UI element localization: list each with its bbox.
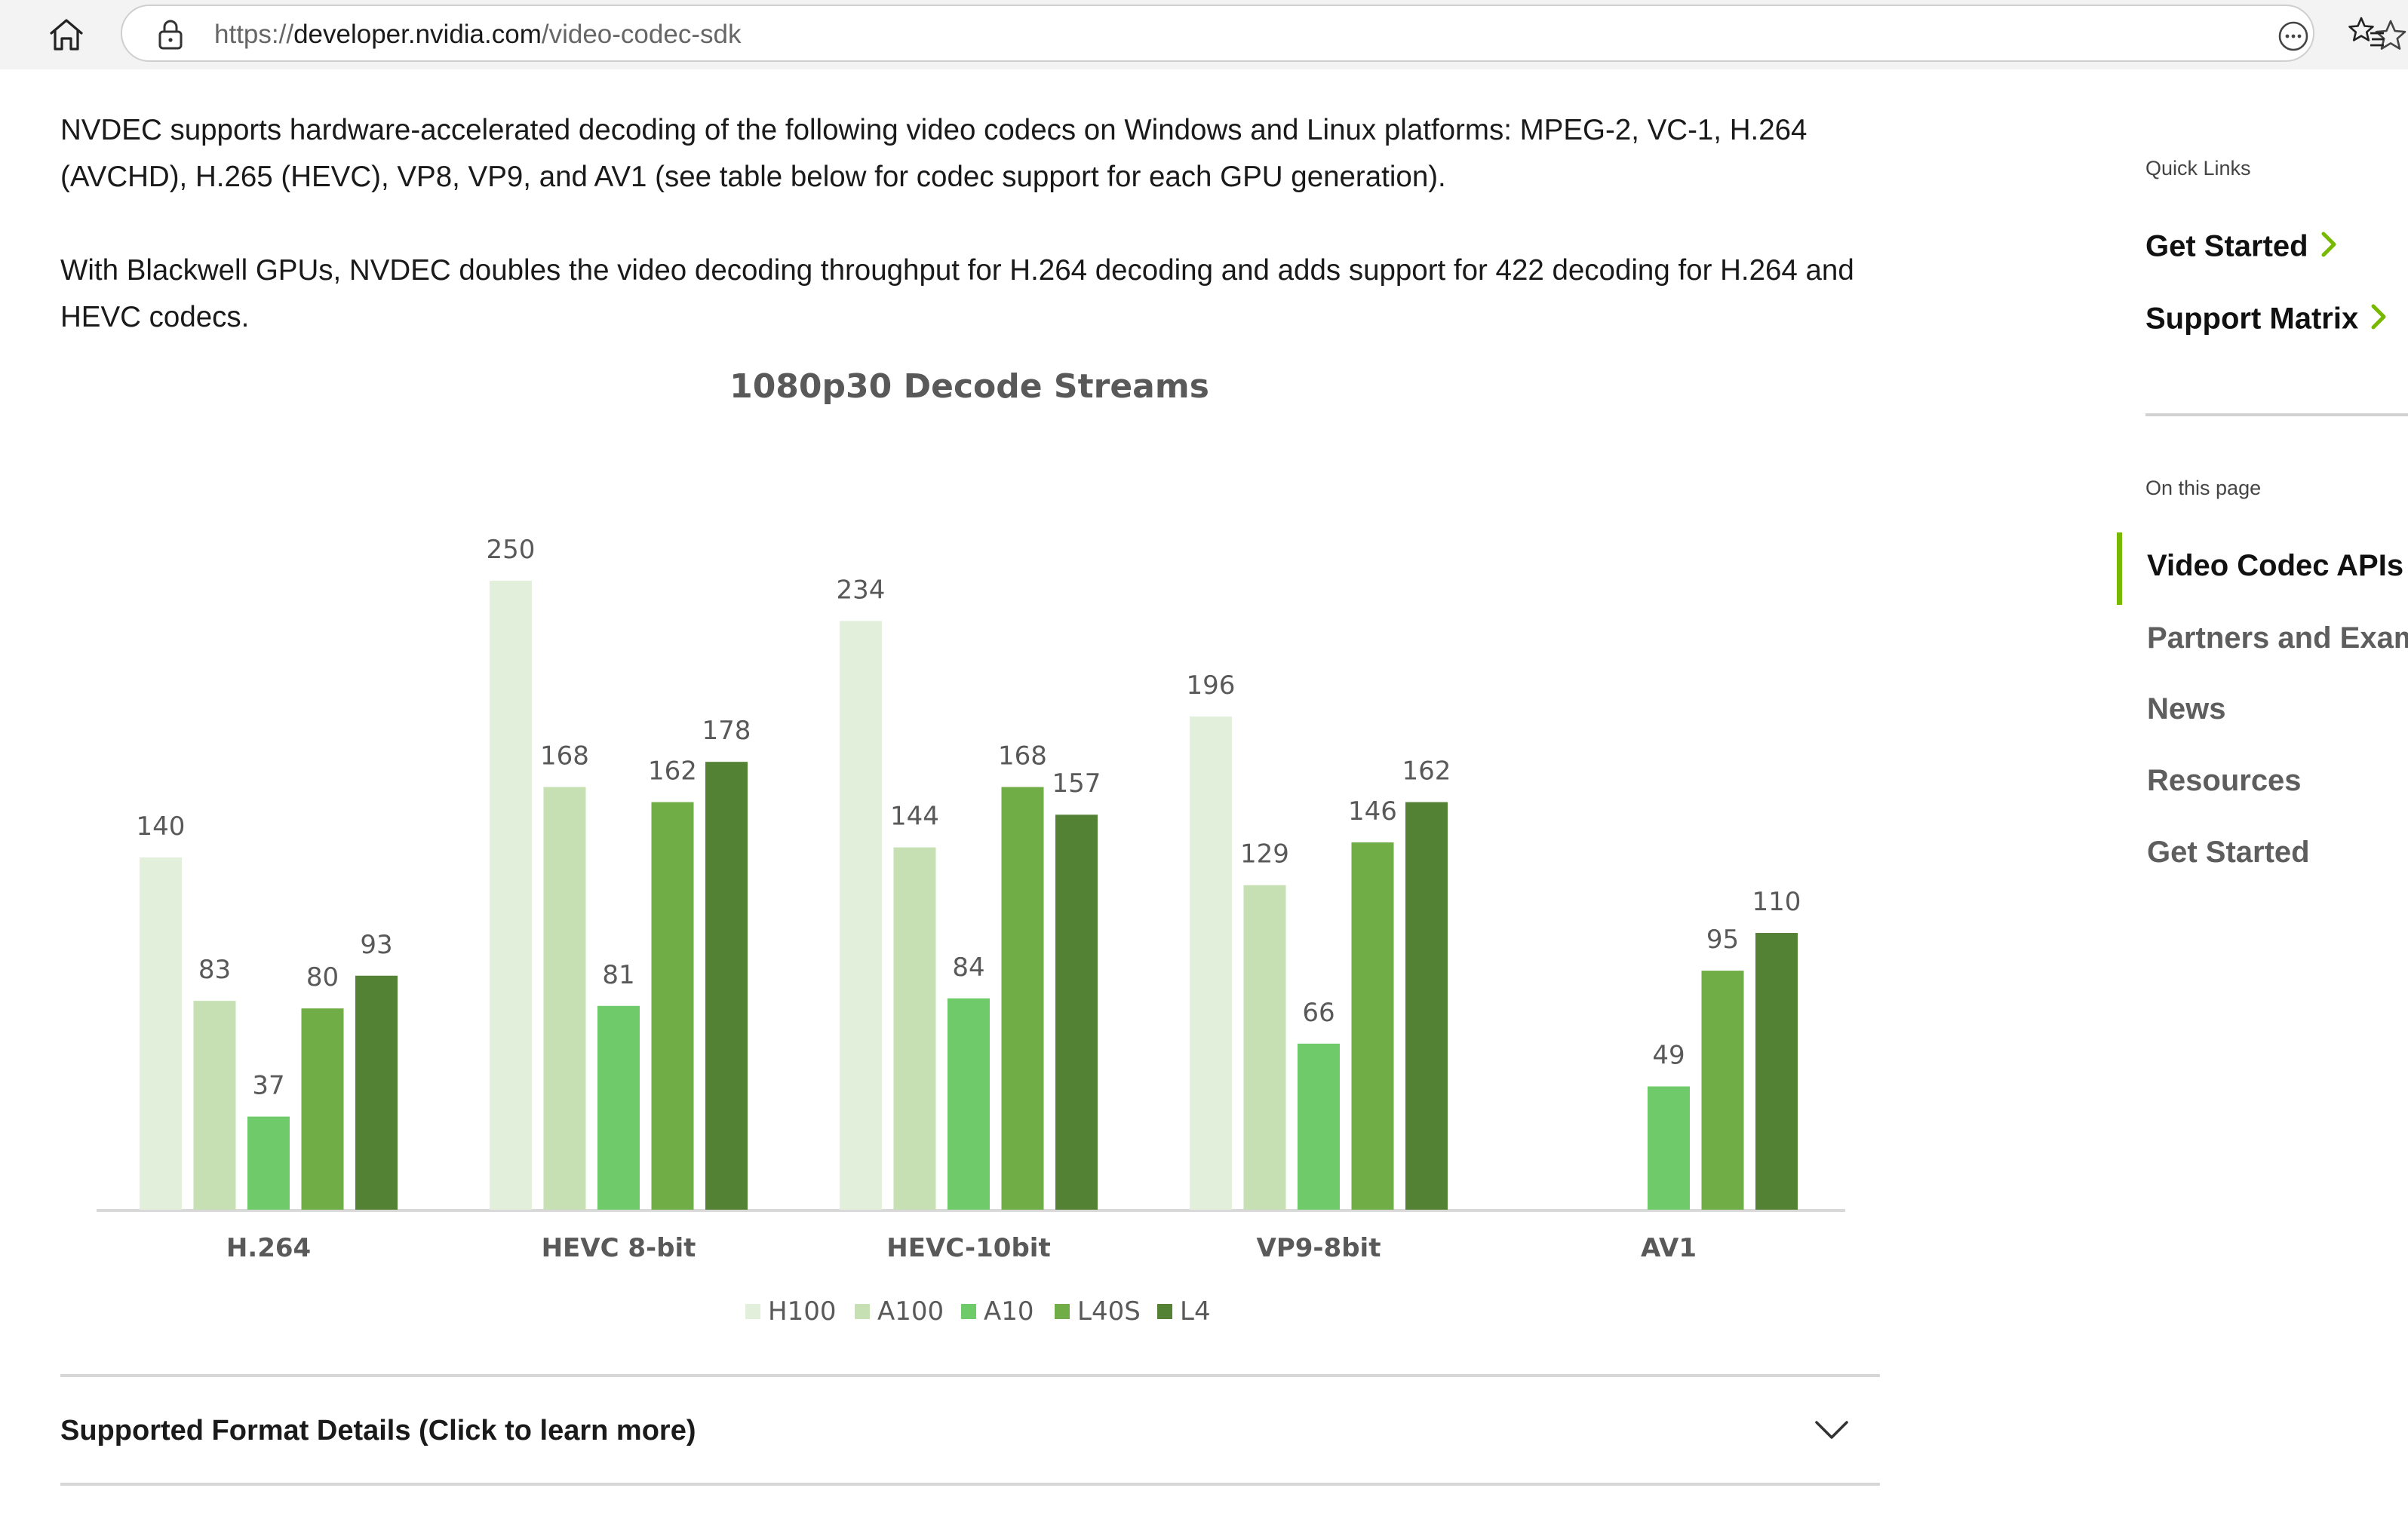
legend-swatch-l40s	[1055, 1304, 1070, 1319]
bar-a100-3	[1243, 885, 1286, 1210]
data-label: 168	[540, 741, 589, 772]
accordion-top-divider	[60, 1374, 1880, 1377]
toc-item-video-codec-apis[interactable]: Video Codec APIs	[2147, 549, 2404, 582]
legend-label: L4	[1180, 1296, 1211, 1327]
bar-a100-0	[193, 1001, 236, 1210]
bar-h100-2	[840, 621, 882, 1210]
data-label: 66	[1302, 998, 1335, 1028]
data-label: 84	[952, 953, 984, 983]
bar-l40s-4	[1701, 971, 1744, 1210]
bar-l40s-1	[651, 802, 694, 1210]
supported-format-accordion[interactable]: Supported Format Details (Click to learn…	[60, 1377, 1880, 1483]
data-label: 80	[306, 962, 339, 992]
chevron-down-icon[interactable]	[1812, 1410, 1851, 1450]
data-label: 178	[702, 716, 751, 746]
bar-l4-4	[1755, 933, 1798, 1210]
browser-toolbar: https://developer.nvidia.com/video-codec…	[0, 0, 2408, 69]
bar-l4-0	[355, 975, 398, 1210]
nvdec-codecs-paragraph: NVDEC supports hardware-accelerated deco…	[60, 114, 1808, 193]
data-label: 140	[137, 811, 186, 842]
bar-h100-1	[490, 581, 532, 1210]
active-indicator	[2117, 532, 2122, 605]
blackwell-paragraph: With Blackwell GPUs, NVDEC doubles the v…	[60, 254, 1854, 333]
quick-link-label: Get Started	[2145, 229, 2308, 263]
legend-label: H100	[768, 1296, 836, 1327]
data-label: 162	[648, 756, 697, 787]
url-text[interactable]: https://developer.nvidia.com/video-codec…	[214, 20, 741, 50]
bar-a10-1	[597, 1005, 640, 1210]
data-label: 81	[602, 960, 634, 990]
data-label: 93	[360, 930, 392, 960]
legend-label: A100	[877, 1296, 944, 1327]
data-label: 49	[1652, 1041, 1685, 1071]
category-label: AV1	[1641, 1233, 1697, 1263]
bar-a10-0	[247, 1116, 290, 1210]
legend-swatch-a100	[855, 1304, 870, 1319]
bar-l4-3	[1405, 802, 1448, 1210]
legend-label: L40S	[1077, 1296, 1141, 1327]
favorite-star-icon[interactable]	[2373, 18, 2408, 53]
data-label: 95	[1706, 925, 1739, 955]
data-label: 144	[890, 802, 939, 832]
more-options-icon[interactable]	[2277, 20, 2310, 53]
bar-l40s-2	[1001, 787, 1044, 1210]
url-path: /video-codec-sdk	[541, 20, 742, 49]
legend-swatch-a10	[961, 1304, 976, 1319]
bar-l4-1	[705, 762, 748, 1210]
quick-link-support-matrix[interactable]: Support Matrix	[2145, 302, 2388, 339]
toc-item-resources[interactable]: Resources	[2147, 764, 2302, 797]
data-label: 196	[1187, 670, 1236, 701]
accordion-bottom-divider	[60, 1483, 1880, 1486]
data-label: 83	[198, 955, 231, 985]
favorites-list-icon[interactable]	[2348, 15, 2385, 50]
toc-item-get-started[interactable]: Get Started	[2147, 836, 2310, 869]
bar-l40s-0	[301, 1008, 344, 1210]
bar-l4-2	[1055, 815, 1098, 1210]
url-domain: developer.nvidia.com	[293, 20, 542, 49]
address-bar[interactable]: https://developer.nvidia.com/video-codec…	[121, 5, 2406, 62]
toc-item-news[interactable]: News	[2147, 692, 2226, 726]
legend-label: A10	[984, 1296, 1034, 1327]
data-label: 234	[837, 575, 886, 605]
bar-l40s-3	[1351, 842, 1394, 1210]
bar-a10-4	[1648, 1086, 1690, 1210]
data-label: 168	[998, 741, 1047, 772]
sidebar-divider	[2145, 413, 2408, 416]
on-this-page-caption: On this page	[2145, 477, 2262, 499]
bar-a100-2	[893, 847, 936, 1210]
chevron-right-icon	[2369, 302, 2388, 339]
toc-item-partners-and-examples[interactable]: Partners and Exam	[2147, 621, 2408, 655]
data-label: 37	[252, 1071, 284, 1101]
category-label: HEVC-10bit	[886, 1233, 1050, 1263]
bar-a10-3	[1298, 1043, 1340, 1210]
url-scheme: https://	[214, 20, 294, 49]
bar-a100-1	[543, 787, 586, 1210]
lock-icon[interactable]	[155, 18, 186, 51]
bar-h100-3	[1190, 716, 1232, 1210]
quick-links-caption: Quick Links	[2145, 157, 2251, 179]
home-icon[interactable]	[45, 15, 88, 54]
quick-link-label: Support Matrix	[2145, 302, 2359, 336]
data-label: 162	[1402, 756, 1451, 787]
bar-h100-0	[140, 857, 182, 1210]
accordion-label[interactable]: Supported Format Details (Click to learn…	[60, 1415, 696, 1446]
quick-link-get-started[interactable]: Get Started	[2145, 229, 2339, 267]
category-label: H.264	[226, 1233, 311, 1263]
data-label: 157	[1052, 768, 1101, 799]
data-label: 129	[1240, 839, 1289, 870]
chevron-right-icon	[2319, 229, 2339, 267]
category-label: HEVC 8-bit	[542, 1233, 696, 1263]
bar-a10-2	[948, 998, 990, 1210]
data-label: 110	[1752, 887, 1801, 917]
chart-title: 1080p30 Decode Streams	[729, 367, 1209, 406]
decode-streams-chart: 1080p30 Decode Streams140250234196831681…	[97, 367, 1845, 1327]
legend-swatch-h100	[745, 1304, 760, 1319]
legend-swatch-l4	[1157, 1304, 1172, 1319]
data-label: 146	[1348, 796, 1397, 827]
data-label: 250	[487, 535, 536, 565]
category-label: VP9-8bit	[1257, 1233, 1381, 1263]
